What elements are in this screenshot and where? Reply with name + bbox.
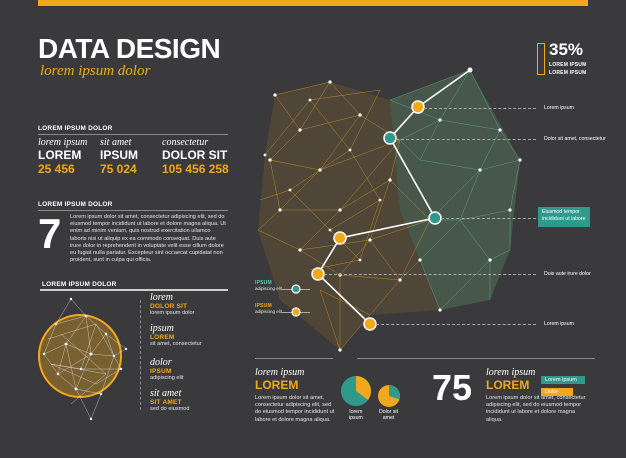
stats-divider: [38, 134, 228, 135]
pie-1-label-line-2: ipsum: [349, 415, 363, 421]
circle-network-graphic: [38, 297, 128, 421]
circle-heading: LOREM IPSUM DOLOR: [42, 281, 117, 288]
mini-legend-desc: adipiscing elit: [255, 286, 283, 291]
callout-line-1: [424, 108, 536, 109]
bottom-divider-right: [357, 358, 595, 359]
entry-italic: sit amet: [150, 388, 182, 399]
pie-1-label-line-1: lorem: [349, 409, 363, 415]
pie-2-label-line-2: amet: [382, 415, 395, 421]
mini-legend-1: IPSUM adipiscing elit: [255, 280, 282, 292]
seven-heading: LOREM IPSUM DOLOR: [38, 201, 113, 208]
entry-label: DOLOR SIT: [150, 303, 188, 310]
bottom-label: LOREM: [486, 378, 530, 392]
callout-label-4: Duis aute irure dolor: [544, 271, 591, 277]
stat-item-2: sit amet IPSUM 75 024: [100, 137, 138, 176]
pie-chart-2: [378, 385, 400, 407]
entry-desc: lorem ipsum dolor: [150, 310, 195, 316]
pie-2-label-line-1: Dolor sit: [379, 409, 399, 415]
page-title: DATA DESIGN: [38, 33, 221, 64]
stats-heading: LOREM IPSUM DOLOR: [38, 125, 113, 132]
callout-label-3: Eiusmod tempor incididunt ut labore: [538, 207, 590, 227]
bottom-italic: lorem ipsum: [486, 367, 536, 378]
entry-desc: sed do eiusmod: [150, 406, 190, 412]
network-map: [257, 67, 522, 352]
pie-2-label: Dolor sit amet: [379, 409, 398, 421]
percent-value: 35%: [549, 40, 584, 59]
bottom-text: Lorem ipsum dolor sit amet, consectetur …: [486, 395, 586, 423]
entry-italic: lorem: [150, 292, 173, 303]
mini-legend-dot-teal: [291, 284, 301, 294]
pie-chart-1: [341, 376, 372, 406]
stat-italic: sit amet: [100, 137, 132, 148]
percent-label-1: LOREM IPSUM: [549, 62, 587, 68]
callout-line-4: [324, 274, 536, 275]
mini-legend-dot-orange: [291, 307, 301, 317]
percent-label-2: LOREM IPSUM: [549, 70, 587, 76]
bottom-block-1: lorem ipsum LOREM Lorem ipsum dolor sit …: [255, 367, 335, 424]
seven-divider: [38, 210, 228, 211]
mini-legend-desc: adipiscing elit: [255, 309, 283, 314]
circle-entry-3: dolor IPSUM adipiscing elit: [150, 357, 184, 382]
circle-divider: [40, 289, 228, 291]
mini-legend-2: IPSUM adipiscing elit: [255, 303, 282, 315]
callout-line-3: [441, 218, 536, 219]
stat-label: LOREM: [38, 148, 82, 162]
top-accent-bar: [38, 0, 588, 6]
circle-entry-4: sit amet SIT AMET sed do eiusmod: [150, 388, 190, 413]
mini-legend-label: IPSUM: [255, 303, 272, 309]
mini-legend-label: IPSUM: [255, 280, 272, 286]
entry-desc: sit amet, consectetur: [150, 341, 202, 347]
callout-line-5: [376, 324, 536, 325]
bottom-block-2: lorem ipsum LOREM Lorem ipsum dolor sit …: [486, 367, 586, 424]
bottom-text: Lorem ipsum dolor sit amet, consectetur …: [255, 395, 335, 423]
stat-italic: consectetur: [162, 137, 209, 148]
pie-1-label: lorem ipsum: [349, 409, 363, 421]
circle-entry-1: lorem DOLOR SIT lorem ipsum dolor: [150, 292, 194, 317]
stat-item-1: lorem ipsum LOREM 25 456: [38, 137, 87, 176]
stat-item-3: consectetur DOLOR SIT 105 456 258: [162, 137, 229, 176]
callout-label-2: Dolor sit amet, consectetur: [544, 136, 606, 142]
circle-legend-line: [140, 300, 142, 410]
stat-value: 105 456 258: [162, 162, 229, 176]
page-subtitle: lorem ipsum dolor: [40, 63, 151, 79]
stat-label: DOLOR SIT: [162, 148, 228, 162]
entry-desc: adipiscing elit: [150, 375, 184, 381]
stat-value: 25 456: [38, 162, 75, 176]
legend-bar-teal: Lorem ipsum: [541, 376, 585, 384]
bottom-big-number: 75: [432, 367, 473, 408]
percent-indicator: [537, 43, 545, 75]
bottom-divider-left: [255, 358, 333, 359]
entry-label: SIT AMET: [150, 399, 182, 406]
entry-label: IPSUM: [150, 368, 172, 375]
entry-italic: dolor: [150, 357, 172, 368]
circle-entry-2: ipsum LOREM sit amet, consectetur: [150, 323, 202, 348]
seven-text: Lorem ipsum dolor sit amet, consectetur …: [70, 214, 226, 264]
callout-label-5: Lorem ipsum: [544, 321, 574, 327]
bottom-italic: lorem ipsum: [255, 367, 305, 378]
callout-line-2: [396, 139, 536, 140]
stat-italic: lorem ipsum: [38, 137, 88, 148]
entry-label: LOREM: [150, 334, 175, 341]
stat-label: IPSUM: [100, 148, 139, 162]
entry-italic: ipsum: [150, 323, 174, 334]
legend-bar-orange: Dolor: [541, 388, 573, 396]
stat-value: 75 024: [100, 162, 137, 176]
callout-label-1: Lorem ipsum: [544, 105, 574, 111]
bottom-label: LOREM: [255, 378, 299, 392]
seven-number: 7: [38, 210, 62, 257]
